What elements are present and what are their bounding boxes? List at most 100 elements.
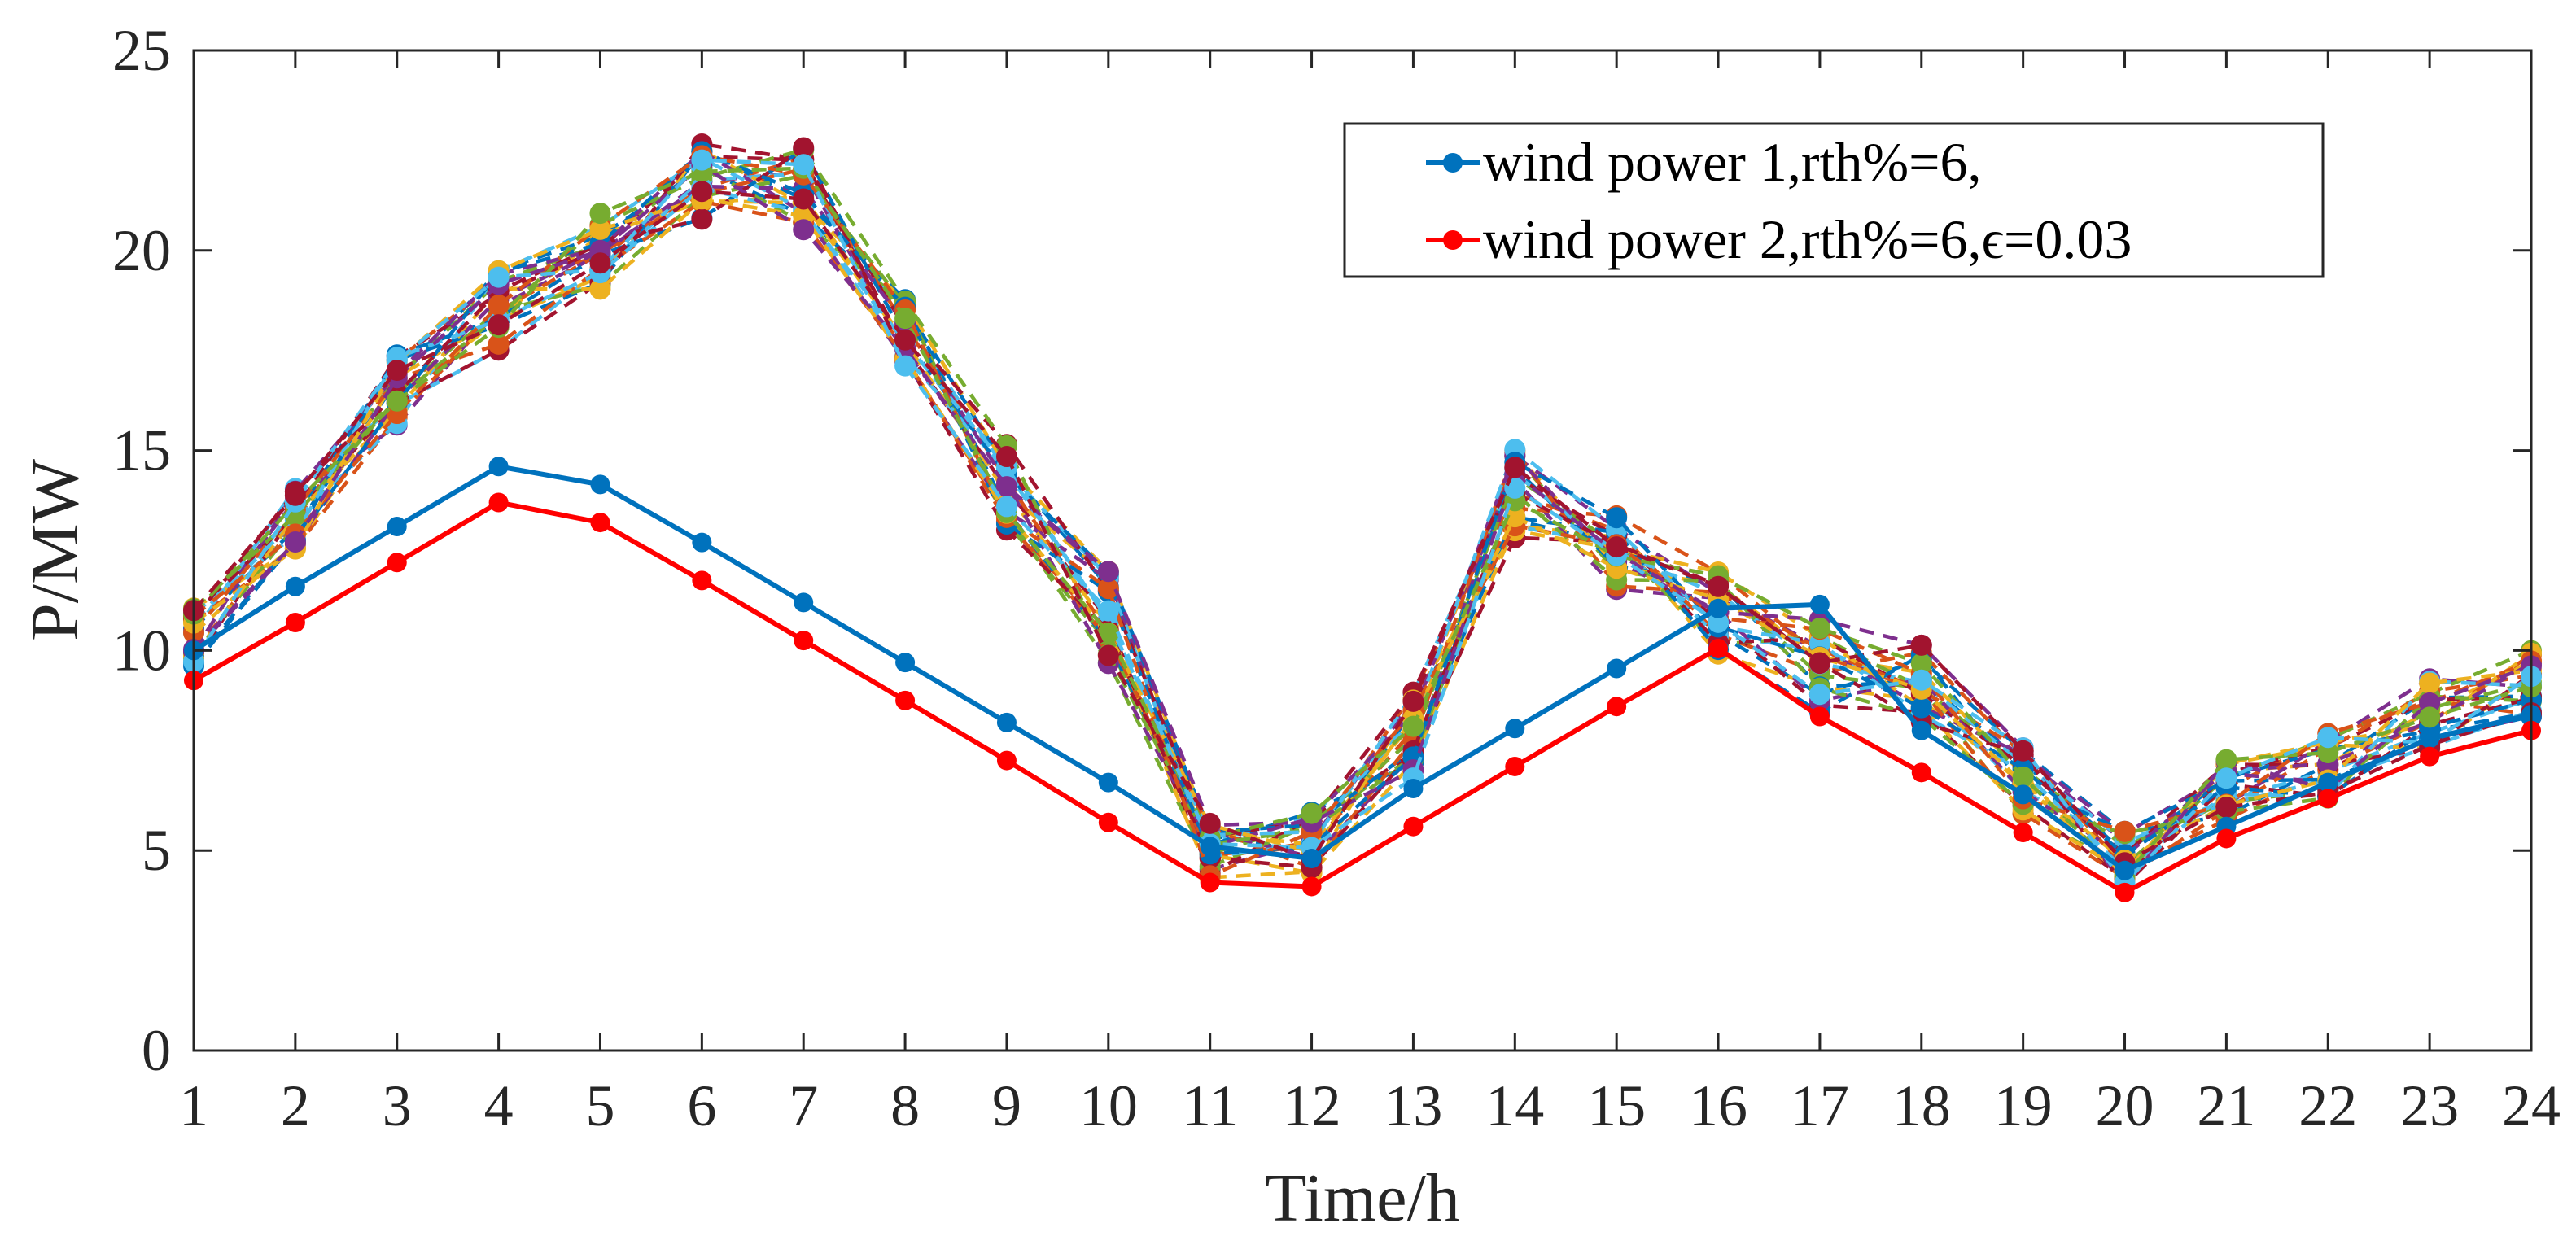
series-2-point: [1403, 816, 1424, 837]
scenario-point: [793, 188, 815, 210]
x-tick-label: 13: [1384, 1073, 1442, 1138]
series-2-point: [1505, 756, 1525, 776]
series-1-point: [488, 456, 509, 477]
scenario-line: [192, 196, 2532, 863]
y-tick-label: 10: [112, 618, 171, 683]
scenario-line: [192, 164, 2532, 868]
series-2-point: [692, 570, 712, 591]
x-tick-label: 1: [179, 1073, 208, 1138]
x-tick-label: 15: [1587, 1073, 1646, 1138]
y-tick-label: 0: [142, 1018, 171, 1083]
scenario-point: [589, 278, 611, 300]
scenario-point: [488, 266, 510, 288]
y-tick-label: 25: [112, 18, 171, 83]
y-axis-title: P/MW: [17, 458, 93, 641]
legend-box: [1343, 122, 2325, 278]
x-tick-label: 11: [1182, 1073, 1238, 1138]
scenario-point: [2215, 749, 2237, 771]
series-2-point: [1708, 638, 1729, 658]
scenario-point: [488, 314, 510, 336]
series-1-point: [2318, 772, 2338, 793]
scenario-point: [1606, 507, 1628, 529]
scenario-point: [1504, 506, 1526, 528]
series-2-point: [387, 553, 407, 573]
scenario-point: [1097, 578, 1119, 600]
scenario-point: [589, 252, 611, 274]
x-tick-label: 16: [1689, 1073, 1747, 1138]
scenario-point: [691, 149, 713, 171]
x-tick-label: 17: [1791, 1073, 1849, 1138]
scenario-point: [894, 355, 916, 377]
scenario-point: [2317, 727, 2339, 749]
scenario-point: [995, 476, 1017, 498]
x-tick-label: 22: [2298, 1073, 2357, 1138]
scenario-point: [488, 294, 510, 316]
scenario-point: [1910, 697, 1932, 719]
scenario-point: [1402, 715, 1424, 737]
scenario-point: [1402, 690, 1424, 712]
x-tick-label: 21: [2197, 1073, 2255, 1138]
series-1-point: [692, 532, 712, 553]
scenario-point: [1097, 600, 1119, 622]
series-1-point: [2013, 784, 2033, 805]
legend-label-wind-power-2: wind power 2,rth%=6,ϵ=0.03: [1483, 208, 2132, 270]
scenario-line: [192, 142, 2533, 858]
scenario-point: [488, 333, 510, 355]
series-2-point: [2115, 882, 2135, 902]
scenario-point: [2215, 767, 2237, 789]
scenario-point: [793, 137, 815, 159]
series-2-point: [996, 750, 1017, 771]
series-1-point: [590, 474, 610, 495]
series-1-point: [285, 576, 305, 596]
series-1-point: [2115, 860, 2135, 880]
x-tick-label: 9: [992, 1073, 1021, 1138]
scenario-point: [1910, 634, 1932, 656]
scenario-point: [995, 446, 1017, 468]
scenario-line: [192, 163, 2532, 889]
series-2-point: [895, 690, 916, 710]
scenario-point: [1808, 618, 1830, 640]
legend: wind power 1,rth%=6, wind power 2,rth%=6…: [1343, 122, 2325, 278]
scenario-point: [691, 181, 713, 203]
series-line-2: [192, 500, 2532, 896]
scenario-point: [1708, 611, 1730, 633]
series-1-point: [794, 592, 814, 613]
scenario-point: [386, 359, 408, 381]
scenario-line: [192, 189, 2532, 866]
y-tick-label: 20: [112, 218, 171, 283]
scenario-point: [284, 531, 306, 553]
x-axis-title: Time/h: [1265, 1160, 1460, 1236]
scenario-point: [2114, 820, 2136, 842]
scenario-point: [2419, 672, 2441, 694]
x-tick-label: 2: [281, 1073, 310, 1138]
scenario-point: [2419, 706, 2441, 728]
series-1-point: [2420, 728, 2440, 749]
series-2-point: [1098, 812, 1118, 832]
series-2-point: [488, 492, 509, 513]
series-1-point: [1505, 719, 1525, 739]
scenario-curves: [183, 133, 2542, 897]
series-2-point: [2013, 823, 2033, 843]
scenario-point: [1301, 802, 1323, 824]
y-tick-label: 15: [112, 418, 171, 483]
series-1-point: [1911, 720, 1931, 740]
scenario-line: [192, 166, 2532, 879]
x-tick-label: 5: [585, 1073, 614, 1138]
scenario-point: [1910, 653, 1932, 675]
series-1-point: [1301, 849, 1322, 869]
x-tick-label: 10: [1079, 1073, 1138, 1138]
scenario-line: [192, 155, 2532, 870]
x-tick-label: 4: [484, 1073, 514, 1138]
scenario-point: [2317, 741, 2339, 763]
x-tick-label: 8: [890, 1073, 920, 1138]
scenario-point: [2012, 766, 2034, 788]
series-2-point: [1301, 876, 1322, 897]
axes: 1 2 3 4 5 6 7 8 9 10 11 12 13 14 15 16 17 18 19 20 21 22 23 240…: [112, 18, 2561, 1138]
legend-marker-wind-power-1: [1443, 153, 1463, 173]
scenario-point: [793, 219, 815, 241]
scenario-point: [1606, 536, 1628, 558]
scenario-point: [894, 329, 916, 351]
series-1-point: [1607, 658, 1627, 679]
scenario-line: [192, 170, 2532, 872]
